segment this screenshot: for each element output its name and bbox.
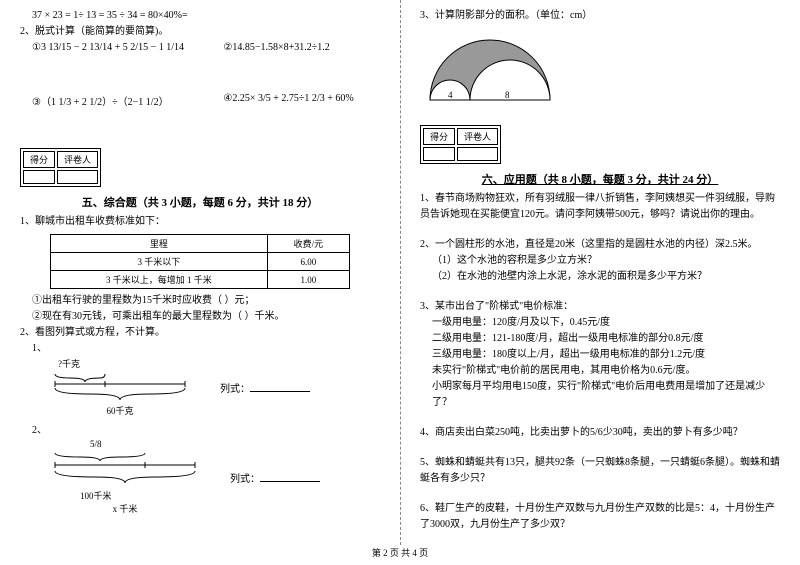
- label-58: 5/8: [90, 439, 200, 449]
- r2b: 1.00: [267, 271, 349, 289]
- q3: 3、计算阴影部分的面积。（单位：cm）: [420, 8, 780, 24]
- p5: 5、蜘蛛和蜻蜓共有13只，腿共92条（一只蜘蛛8条腿，一只蜻蜓6条腿）。蜘蛛和蜻…: [420, 455, 780, 487]
- p3e: 小明家每月平均用电150度，实行"阶梯式"电价后用电费用是增加了还是减少了？: [420, 379, 780, 411]
- expr-2-left: ③（1 1/3 + 2 1/2）÷（2−1 1/2）: [20, 93, 223, 108]
- blank-2[interactable]: [260, 471, 320, 482]
- diagram-2: 5/8 100千米 x 千米: [50, 439, 200, 515]
- th-distance: 里程: [51, 235, 268, 253]
- q1-text: 1、聊城市出租车收费标准如下：: [20, 214, 380, 230]
- expr-2-right: ④2.25× 3/5 + 2.75÷1 2/3 + 60%: [223, 93, 380, 108]
- section-5-title: 五、综合题（共 3 小题，每题 6 分，共计 18 分）: [20, 194, 380, 210]
- left-column: 37 × 23 = 1÷ 13 = 35 ÷ 34 = 80×40%= 2、脱式…: [0, 0, 400, 545]
- score-box-5: 得分评卷人: [20, 148, 101, 187]
- expr-1-left: ①3 13/15 − 2 13/14 + 5 2/15 − 1 1/14: [20, 42, 223, 53]
- dim-8: 8: [505, 90, 510, 100]
- r1b: 6.00: [267, 253, 349, 271]
- th-fee: 收费/元: [267, 235, 349, 253]
- p4: 4、商店卖出白菜250吨，比卖出萝卜的5/6少30吨，卖出的萝卜有多少吨？: [420, 425, 780, 441]
- diagram-1: ?千克 60千克: [50, 357, 190, 417]
- lieshi-2: 列式：: [230, 474, 260, 485]
- sub-2: ②现在有30元钱，可乘出租车的最大里程数为（ ）千米。: [20, 309, 380, 325]
- dim-4: 4: [448, 90, 453, 100]
- p2a: （1）这个水池的容积是多少立方米？: [420, 253, 780, 269]
- q2-title: 2、脱式计算（能简算的要简算)。: [20, 24, 380, 40]
- p2b: （2）在水池的池壁内涂上水泥，涂水泥的面积是多少平方米？: [420, 269, 780, 285]
- equation-row: 37 × 23 = 1÷ 13 = 35 ÷ 34 = 80×40%=: [20, 8, 380, 24]
- score-label-6: 得分: [423, 128, 455, 145]
- p3c: 三级用电量：180度以上/月，超出一级用电标准的部分1.2元/度: [420, 347, 780, 363]
- fare-table: 里程收费/元 3 千米以下6.00 3 千米以上，每增加 1 千米1.00: [50, 234, 350, 289]
- lieshi-1: 列式：: [220, 384, 250, 395]
- label-100: 100千米: [80, 489, 112, 502]
- right-column: 3、计算阴影部分的面积。（单位：cm） 4 8 得分评卷人 六、应用题（共 8 …: [400, 0, 800, 545]
- label-x: x 千米: [50, 502, 200, 515]
- page-footer: 第 2 页 共 4 页: [0, 546, 800, 559]
- grader-label-6: 评卷人: [457, 128, 498, 145]
- score-label: 得分: [23, 151, 55, 168]
- score-box-6: 得分评卷人: [420, 125, 501, 164]
- p3d: 未实行"阶梯式"电价前的居民用电，其用电价格为0.6元/度。: [420, 363, 780, 379]
- label-7kg: ?千克: [58, 357, 190, 370]
- item-1: 1、: [20, 341, 380, 357]
- sub-1: ①出租车行驶的里程数为15千米时应收费（ ）元；: [20, 293, 380, 309]
- section-6-title: 六、应用题（共 8 小题，每题 3 分，共计 24 分）: [420, 171, 780, 187]
- expr-1-right: ②14.85−1.58×8+31.2÷1.2: [223, 42, 380, 53]
- p3b: 二级用电量：121-180度/月，超出一级用电标准的部分0.8元/度: [420, 331, 780, 347]
- grader-label: 评卷人: [57, 151, 98, 168]
- shaded-figure: 4 8: [420, 30, 780, 105]
- p1: 1、春节商场购物狂欢，所有羽绒服一律八折销售，李阿姨想买一件羽绒服，导购员告诉她…: [420, 191, 780, 223]
- r1a: 3 千米以下: [51, 253, 268, 271]
- p2: 2、一个圆柱形的水池，直径是20米（这里指的是圆柱水池的内径）深2.5米。: [420, 237, 780, 253]
- blank-1[interactable]: [250, 381, 310, 392]
- item-2: 2、: [20, 423, 380, 439]
- r2a: 3 千米以上，每增加 1 千米: [51, 271, 268, 289]
- column-divider: [400, 0, 401, 545]
- p6: 6、鞋厂生产的皮鞋，十月份生产双数与九月份生产双数的比是5：4，十月份生产了30…: [420, 501, 780, 533]
- p3: 3、某市出台了"阶梯式"电价标准：: [420, 299, 780, 315]
- label-60kg: 60千克: [50, 404, 190, 417]
- p3a: 一级用电量：120度/月及以下，0.45元/度: [420, 315, 780, 331]
- q2-text: 2、看图列算式或方程，不计算。: [20, 325, 380, 341]
